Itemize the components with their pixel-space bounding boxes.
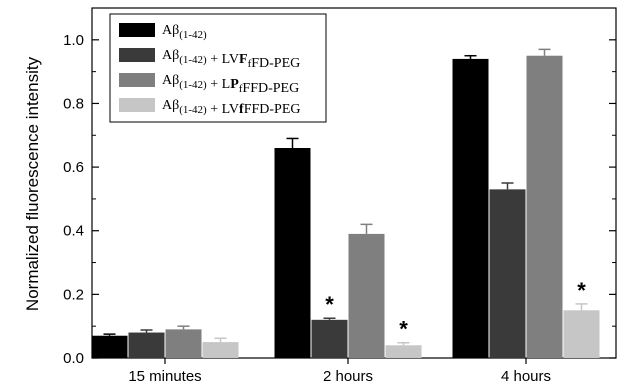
y-axis-label: Normalized fluorescence intensity xyxy=(23,56,42,311)
legend-swatch xyxy=(119,73,155,87)
plot-area: 0.0 0.2 0.4 0.6 0.8 1.0 15 minutes 2 hours * * 4 h… xyxy=(63,7,617,385)
bar xyxy=(348,233,385,358)
bar xyxy=(526,55,563,359)
bar xyxy=(311,319,348,358)
legend-entry-part: FD-PEG xyxy=(251,56,300,71)
bar xyxy=(274,148,311,358)
x-tick-label: 15 minutes xyxy=(128,368,201,385)
bar xyxy=(489,189,526,358)
bar xyxy=(128,332,165,358)
legend-entry: Aβ(1-42) xyxy=(162,23,207,41)
legend-entry: Aβ(1-42) + LVfFFD-PEG xyxy=(162,98,300,117)
legend-entry-part: f xyxy=(239,102,244,117)
legend-swatch xyxy=(119,98,155,112)
significance-mark: * xyxy=(325,292,334,317)
legend-entry-part: F xyxy=(239,52,248,67)
legend-entry-part: (1-42) xyxy=(179,79,207,91)
significance-mark: * xyxy=(577,278,586,303)
legend-entry: Aβ(1-42) + LVFfFD-PEG xyxy=(162,48,300,71)
x-tick-label: 2 hours xyxy=(323,368,373,385)
legend-entry-part: Aβ xyxy=(162,73,179,88)
legend-entry-part: f xyxy=(239,83,243,95)
legend-entry-part: FFD-PEG xyxy=(242,81,299,96)
y-tick-label: 0.6 xyxy=(63,159,84,176)
legend-swatch xyxy=(119,48,155,62)
significance-mark: * xyxy=(399,317,408,342)
bar xyxy=(202,342,239,358)
legend-swatch xyxy=(119,23,155,37)
y-tick-label: 0.2 xyxy=(63,286,84,303)
legend-entry-part: + LV xyxy=(207,52,239,67)
y-tick-label: 1.0 xyxy=(63,32,84,49)
legend-entry-part: P xyxy=(230,77,239,92)
legend-entry-part: (1-42) xyxy=(179,104,207,116)
bar xyxy=(91,335,128,358)
x-tick-label: 4 hours xyxy=(501,368,551,385)
legend-entry-part: + L xyxy=(207,77,230,92)
legend-entry-part: (1-42) xyxy=(179,54,207,66)
legend-entry-part: + LV xyxy=(207,102,239,117)
bar xyxy=(452,58,489,359)
legend-entry-part: Aβ xyxy=(162,98,179,113)
legend-entry-part: (1-42) xyxy=(179,29,207,41)
legend-entry-part: Aβ xyxy=(162,23,179,38)
legend-entry: Aβ(1-42) + LPfFFD-PEG xyxy=(162,73,299,96)
legend-entry-part: FFD-PEG xyxy=(244,102,301,117)
bar xyxy=(563,310,600,358)
y-tick-label: 0.8 xyxy=(63,95,84,112)
legend-entry-part: f xyxy=(248,58,252,70)
bar xyxy=(165,329,202,358)
bar xyxy=(385,345,422,358)
legend-entry-part: Aβ xyxy=(162,48,179,63)
y-tick-label: 0.4 xyxy=(63,223,84,240)
y-tick-label: 0.0 xyxy=(63,350,84,367)
